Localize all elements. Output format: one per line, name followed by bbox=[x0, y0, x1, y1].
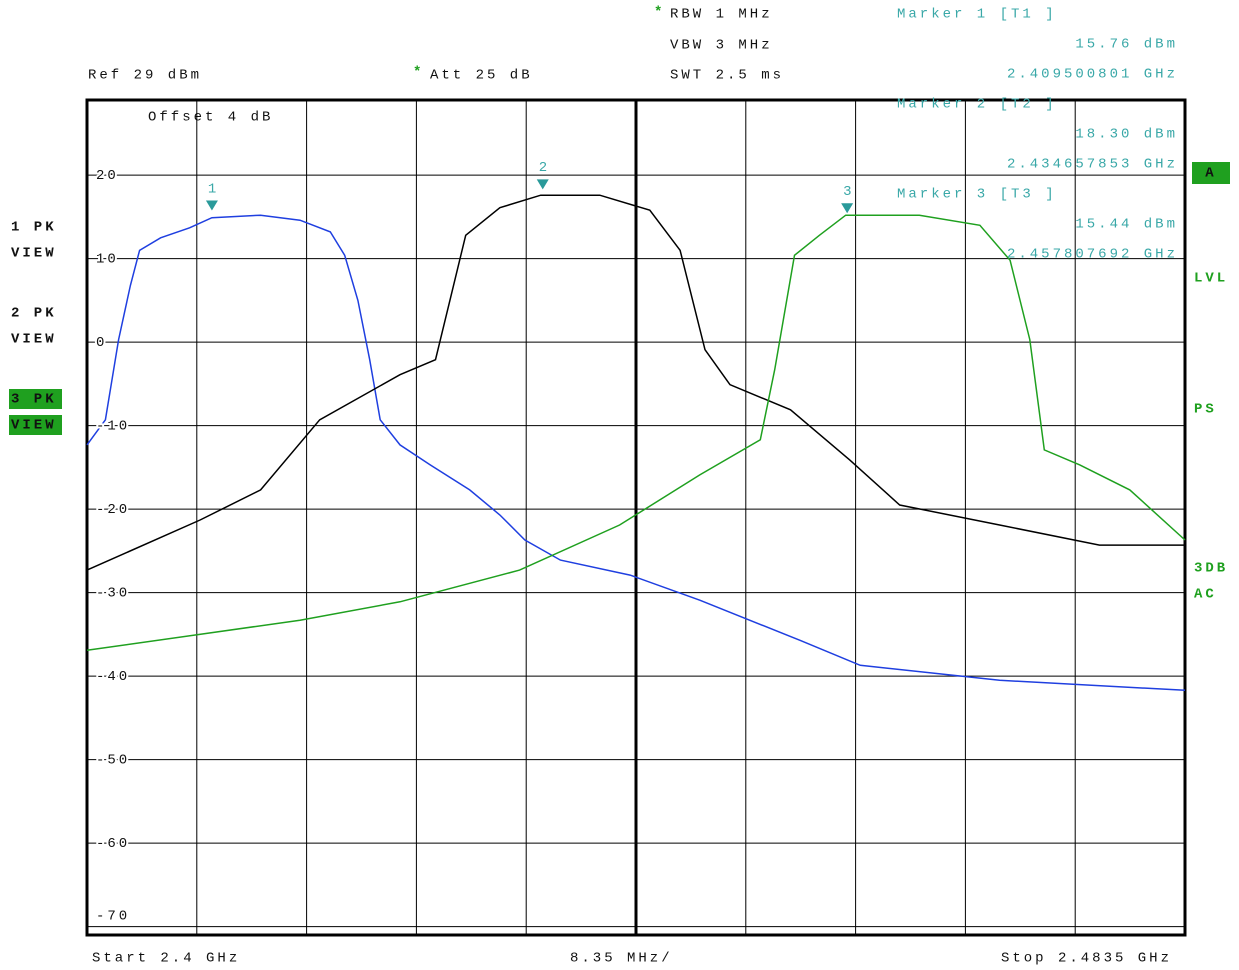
y-tick-label: 20 bbox=[96, 168, 119, 184]
y-tick-label: 0 bbox=[96, 335, 107, 351]
vbw: VBW 3 MHz bbox=[670, 38, 773, 54]
y-tick-label: -20 bbox=[96, 502, 130, 518]
trace-badge bbox=[9, 415, 62, 435]
start-freq: Start 2.4 GHz bbox=[92, 951, 240, 967]
trace-label: 3 PK bbox=[11, 392, 57, 408]
stop-freq: Stop 2.4835 GHz bbox=[1001, 951, 1172, 967]
status-label: A bbox=[1205, 166, 1216, 182]
y-tick-label: 10 bbox=[96, 251, 119, 267]
rbw: RBW 1 MHz bbox=[670, 7, 773, 23]
status-label: PS bbox=[1194, 402, 1217, 418]
marker-frequency: 2.434657853 GHz bbox=[1007, 157, 1178, 173]
status-label: LVL bbox=[1194, 271, 1228, 287]
marker-name: Marker 2 [T2 ] bbox=[897, 97, 1057, 113]
offset: Offset 4 dB bbox=[148, 110, 273, 126]
y-tick-label: -30 bbox=[96, 585, 130, 601]
marker-level: 15.76 dBm bbox=[1075, 37, 1178, 53]
marker-level: 18.30 dBm bbox=[1075, 127, 1178, 143]
y-tick-label: -10 bbox=[96, 418, 130, 434]
ref-level: Ref 29 dBm bbox=[88, 68, 202, 84]
plot-frame bbox=[85, 98, 1187, 937]
trace bbox=[86, 194, 1185, 571]
marker-level: 15.44 dBm bbox=[1075, 217, 1178, 233]
marker-frequency: 2.409500801 GHz bbox=[1007, 67, 1178, 83]
marker-frequency: 2.457807692 GHz bbox=[1007, 247, 1178, 263]
trace bbox=[86, 214, 1186, 692]
status-label: AC bbox=[1194, 587, 1217, 603]
marker-number: 1 bbox=[208, 181, 219, 197]
status-badge bbox=[1192, 162, 1230, 184]
y-tick-label: -60 bbox=[96, 836, 130, 852]
marker-name: Marker 3 [T3 ] bbox=[897, 187, 1057, 203]
status-label: 3DB bbox=[1194, 561, 1228, 577]
star: * bbox=[413, 65, 424, 81]
trace-mode: VIEW bbox=[11, 418, 57, 434]
y-tick-label: -50 bbox=[96, 752, 130, 768]
trace-label: 1 PK bbox=[11, 220, 57, 236]
span-per-div: 8.35 MHz/ bbox=[570, 951, 673, 967]
attenuation: Att 25 dB bbox=[430, 68, 533, 84]
y-tick-label: -40 bbox=[96, 669, 130, 685]
marker-triangle bbox=[536, 179, 549, 190]
trace-mode: VIEW bbox=[11, 332, 57, 348]
marker-number: 3 bbox=[843, 184, 854, 200]
trace-mode: VIEW bbox=[11, 246, 57, 262]
trace-badge bbox=[9, 389, 62, 409]
marker-triangle bbox=[205, 200, 218, 211]
y-tick-label: -70 bbox=[96, 908, 130, 924]
marker-name: Marker 1 [T1 ] bbox=[897, 7, 1057, 23]
star: * bbox=[654, 5, 665, 21]
swt: SWT 2.5 ms bbox=[670, 68, 784, 84]
marker-triangle bbox=[841, 203, 854, 214]
marker-number: 2 bbox=[539, 160, 550, 176]
trace bbox=[86, 214, 1186, 652]
trace-label: 2 PK bbox=[11, 306, 57, 322]
